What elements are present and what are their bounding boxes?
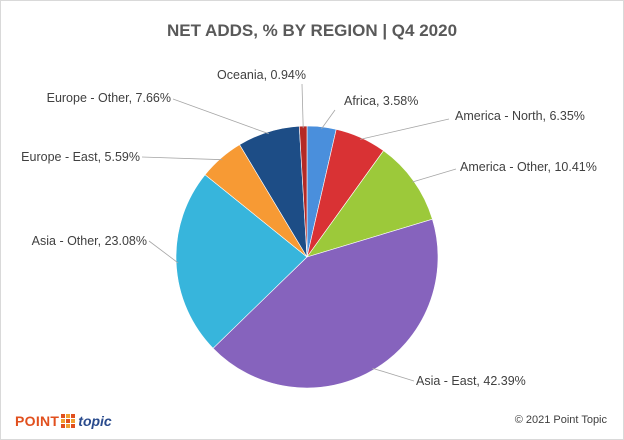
leader-line bbox=[372, 367, 415, 382]
pie-slice-asia-east bbox=[212, 218, 439, 389]
leader-line bbox=[141, 156, 223, 161]
slice-label: Oceania, 0.94% bbox=[217, 68, 306, 82]
leader-line bbox=[172, 98, 270, 135]
copyright-text: © 2021 Point Topic bbox=[514, 414, 607, 426]
slice-label: Europe - East, 5.59% bbox=[21, 150, 140, 164]
slice-label: Europe - Other, 7.66% bbox=[47, 91, 171, 105]
leader-line bbox=[321, 109, 336, 130]
slice-label: America - North, 6.35% bbox=[455, 109, 585, 123]
leader-line bbox=[301, 83, 304, 129]
logo-point-text: POINT bbox=[15, 413, 60, 429]
logo-grid-icon bbox=[61, 414, 76, 428]
point-topic-logo: POINT topic bbox=[15, 411, 112, 431]
logo-topic-text: topic bbox=[78, 413, 112, 429]
slice-label: Asia - East, 42.39% bbox=[416, 374, 526, 388]
chart-title: NET ADDS, % BY REGION | Q4 2020 bbox=[166, 21, 458, 40]
leader-line bbox=[148, 240, 179, 264]
pie-slice-asia-other bbox=[175, 174, 308, 349]
leader-line bbox=[360, 118, 450, 140]
slice-label: Asia - Other, 23.08% bbox=[32, 234, 147, 248]
pie-slice-america-other bbox=[306, 150, 433, 258]
slice-label: Africa, 3.58% bbox=[344, 94, 418, 108]
leader-line bbox=[411, 168, 457, 183]
slice-label: America - Other, 10.41% bbox=[460, 160, 597, 174]
